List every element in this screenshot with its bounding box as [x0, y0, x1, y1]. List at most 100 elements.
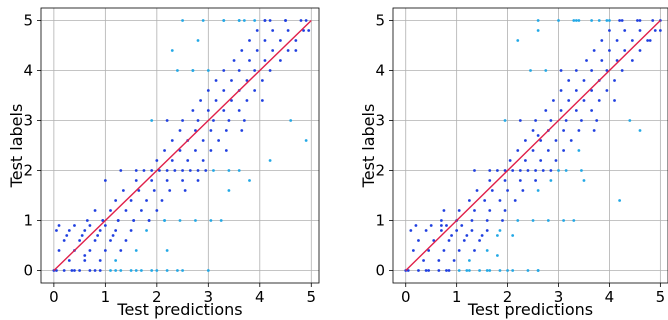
data-point — [467, 259, 471, 262]
data-point — [618, 199, 622, 202]
data-point — [286, 29, 290, 32]
data-point — [495, 254, 499, 257]
y-tick-label: 3 — [23, 112, 33, 130]
data-point — [260, 79, 264, 82]
data-point — [409, 229, 413, 232]
data-point — [57, 249, 61, 252]
data-point — [101, 219, 105, 222]
data-point — [165, 169, 169, 172]
data-point — [658, 29, 662, 32]
data-point — [473, 169, 476, 172]
data-point — [299, 19, 303, 22]
data-point — [150, 169, 154, 172]
data-point — [201, 139, 205, 142]
data-point — [263, 59, 267, 62]
data-point — [544, 69, 548, 72]
data-point — [526, 269, 530, 272]
data-point — [485, 229, 489, 232]
data-point — [480, 234, 484, 237]
plot-frame — [40, 7, 320, 284]
data-point — [562, 149, 566, 152]
data-point — [114, 199, 118, 202]
data-point — [88, 224, 92, 227]
data-point — [524, 159, 527, 162]
data-point — [83, 259, 87, 262]
data-point — [417, 269, 420, 272]
data-point — [513, 199, 517, 202]
data-point — [294, 49, 298, 52]
data-point — [495, 169, 499, 172]
x-tick-label: 4 — [255, 288, 265, 306]
data-point — [574, 69, 578, 72]
data-point — [152, 189, 156, 192]
data-point — [605, 19, 609, 22]
data-point — [600, 39, 604, 42]
data-point — [134, 169, 138, 172]
data-point — [498, 269, 502, 272]
data-point — [307, 29, 311, 32]
data-point — [165, 179, 169, 182]
data-point — [613, 99, 616, 102]
data-point — [490, 189, 494, 192]
data-point — [103, 249, 107, 252]
data-point — [608, 29, 611, 32]
data-point — [511, 269, 515, 272]
data-point — [592, 129, 596, 132]
data-point — [457, 249, 461, 252]
data-point — [93, 239, 97, 242]
data-point — [457, 209, 461, 212]
data-point — [111, 234, 115, 237]
data-point — [240, 49, 244, 52]
data-point — [178, 129, 182, 132]
data-point — [429, 224, 433, 227]
data-point — [245, 99, 249, 102]
data-point — [242, 19, 246, 22]
data-point — [501, 219, 504, 222]
data-point — [590, 109, 594, 112]
data-point — [615, 59, 619, 62]
data-point — [134, 179, 138, 182]
data-point — [196, 119, 200, 122]
x-tick-label: 3 — [554, 288, 564, 306]
data-point — [529, 69, 532, 72]
data-point — [427, 269, 431, 272]
data-point — [165, 249, 169, 252]
x-tick-label: 2 — [503, 288, 513, 306]
data-point — [557, 19, 560, 22]
data-point — [455, 229, 459, 232]
data-point — [590, 69, 594, 72]
data-point — [194, 219, 197, 222]
data-point — [268, 19, 272, 22]
data-point — [562, 129, 566, 132]
data-point — [470, 219, 474, 222]
data-point — [55, 229, 58, 232]
data-point — [605, 69, 609, 72]
data-point — [191, 109, 195, 112]
data-point — [214, 79, 218, 82]
data-point — [524, 139, 527, 142]
data-point — [181, 169, 184, 172]
data-point — [577, 149, 581, 152]
data-point — [80, 234, 84, 237]
data-point — [467, 199, 471, 202]
x-tick-label: 3 — [204, 288, 214, 306]
data-point — [498, 229, 502, 232]
data-point — [447, 239, 451, 242]
data-point — [534, 119, 537, 122]
data-point — [549, 179, 553, 182]
x-tick-label: 1 — [452, 288, 462, 306]
data-point — [158, 169, 161, 172]
data-point — [539, 139, 543, 142]
data-point — [150, 179, 154, 182]
data-point — [442, 249, 446, 252]
data-point — [470, 229, 474, 232]
data-point — [302, 29, 305, 32]
data-point — [237, 169, 241, 172]
data-point — [255, 29, 259, 32]
data-point — [582, 79, 586, 82]
data-point — [478, 239, 481, 242]
data-point — [286, 49, 290, 52]
data-point — [219, 219, 223, 222]
data-point — [222, 89, 226, 92]
data-point — [630, 39, 634, 42]
